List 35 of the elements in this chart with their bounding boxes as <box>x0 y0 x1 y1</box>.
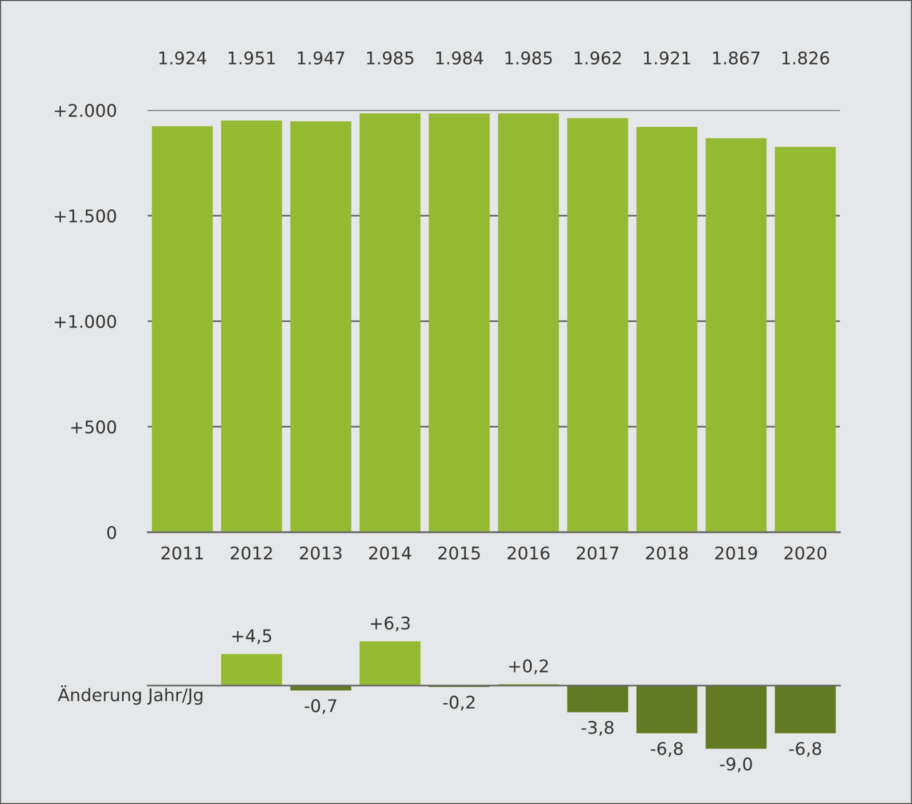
data-label: -0,2 <box>443 696 474 711</box>
data-label: 1.924 <box>159 51 206 65</box>
data-label: 1.867 <box>713 51 760 65</box>
x-tick-label: 2014 <box>369 546 412 560</box>
data-label: -3,8 <box>582 720 614 736</box>
y-tick-label: +1.000 <box>54 314 116 328</box>
y-axis-title: Änderung Jahr/Jg <box>58 685 202 705</box>
data-label: 1.951 <box>228 51 275 65</box>
x-tick-label: 2015 <box>438 546 480 560</box>
y-tick-label: +2.000 <box>54 104 116 117</box>
x-tick-label: 2012 <box>230 546 272 560</box>
y-tick-label: 0 <box>107 526 116 540</box>
x-tick-label: 2020 <box>784 546 826 560</box>
x-tick-label: 2018 <box>646 546 688 560</box>
data-label: -9,0 <box>720 757 752 772</box>
y-tick-label: +1.500 <box>54 209 116 223</box>
x-tick-label: 2011 <box>162 546 203 560</box>
data-label: 1.826 <box>782 51 830 65</box>
data-label: 1.985 <box>367 51 414 65</box>
y-tick-label: +500 <box>71 420 116 434</box>
data-label: -0,7 <box>304 699 336 714</box>
data-label: 1.984 <box>436 51 484 65</box>
data-label: +6,3 <box>370 616 410 632</box>
data-label: -6,8 <box>789 742 822 757</box>
x-tick-label: 2019 <box>715 546 757 560</box>
data-label: 1.962 <box>574 51 621 65</box>
x-tick-label: 2013 <box>300 546 342 560</box>
data-label: 1.947 <box>298 51 344 65</box>
x-tick-label: 2017 <box>576 546 618 560</box>
data-label: -6,8 <box>650 742 683 757</box>
data-label: +4,5 <box>232 629 272 644</box>
data-label: 1.985 <box>506 51 552 65</box>
data-label: 1.921 <box>644 51 690 65</box>
data-label: +0,2 <box>509 659 548 674</box>
x-tick-label: 2016 <box>508 546 550 560</box>
